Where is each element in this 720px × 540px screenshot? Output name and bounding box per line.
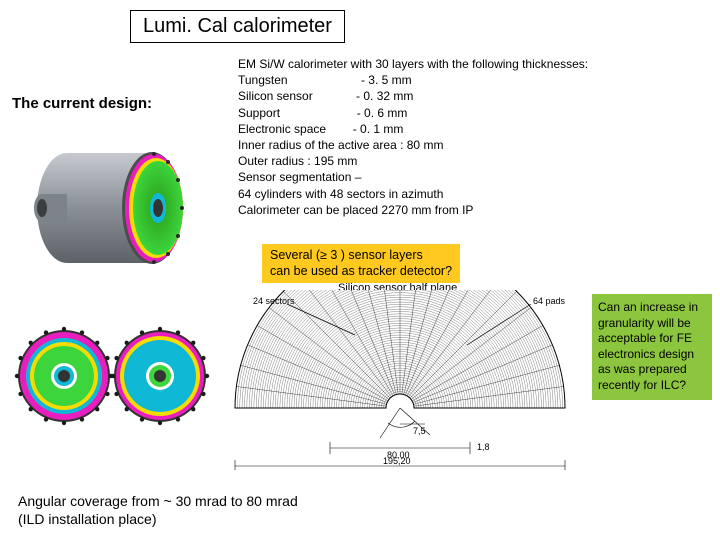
- calorimeter-3d-diagram: [12, 130, 212, 285]
- tracker-callout-line: can be used as tracker detector?: [270, 264, 452, 280]
- specs-inner-radius: Inner radius of the active area : 80 mm: [238, 137, 588, 153]
- specs-row: Tungsten - 3. 5 mm: [238, 72, 588, 88]
- specs-row: Silicon sensor - 0. 32 mm: [238, 88, 588, 104]
- specs-block: EM Si/W calorimeter with 30 layers with …: [238, 56, 588, 218]
- specs-segmentation-detail: 64 cylinders with 48 sectors in azimuth: [238, 186, 588, 202]
- pads-label: 64 pads: [533, 296, 566, 306]
- granularity-callout: Can an increase in granularity will be a…: [592, 294, 712, 400]
- dim-outer: 195,20: [383, 456, 411, 466]
- specs-row: Support - 0. 6 mm: [238, 105, 588, 121]
- angular-coverage: Angular coverage from ~ 30 mrad to 80 mr…: [18, 492, 298, 528]
- footer-line: Angular coverage from ~ 30 mrad to 80 mr…: [18, 492, 298, 510]
- calorimeter-rings-diagram: [12, 296, 212, 456]
- current-design-label: The current design:: [12, 95, 152, 112]
- tracker-callout: Several (≥ 3 ) sensor layers can be used…: [262, 244, 460, 283]
- dim-edge: 1,8: [477, 442, 490, 452]
- specs-placement: Calorimeter can be placed 2270 mm from I…: [238, 202, 588, 218]
- specs-header: EM Si/W calorimeter with 30 layers with …: [238, 56, 588, 72]
- footer-line: (ILD installation place): [18, 510, 298, 528]
- specs-outer-radius: Outer radius : 195 mm: [238, 153, 588, 169]
- specs-segmentation-label: Sensor segmentation –: [238, 169, 588, 185]
- page-title: Lumi. Cal calorimeter: [130, 10, 345, 43]
- halfplane-diagram: 24 sectors 64 pads 7,5 80,00 1,8 195,20: [215, 290, 585, 470]
- specs-row: Electronic space - 0. 1 mm: [238, 121, 588, 137]
- dim-inner: 7,5: [413, 426, 426, 436]
- tracker-callout-line: Several (≥ 3 ) sensor layers: [270, 248, 452, 264]
